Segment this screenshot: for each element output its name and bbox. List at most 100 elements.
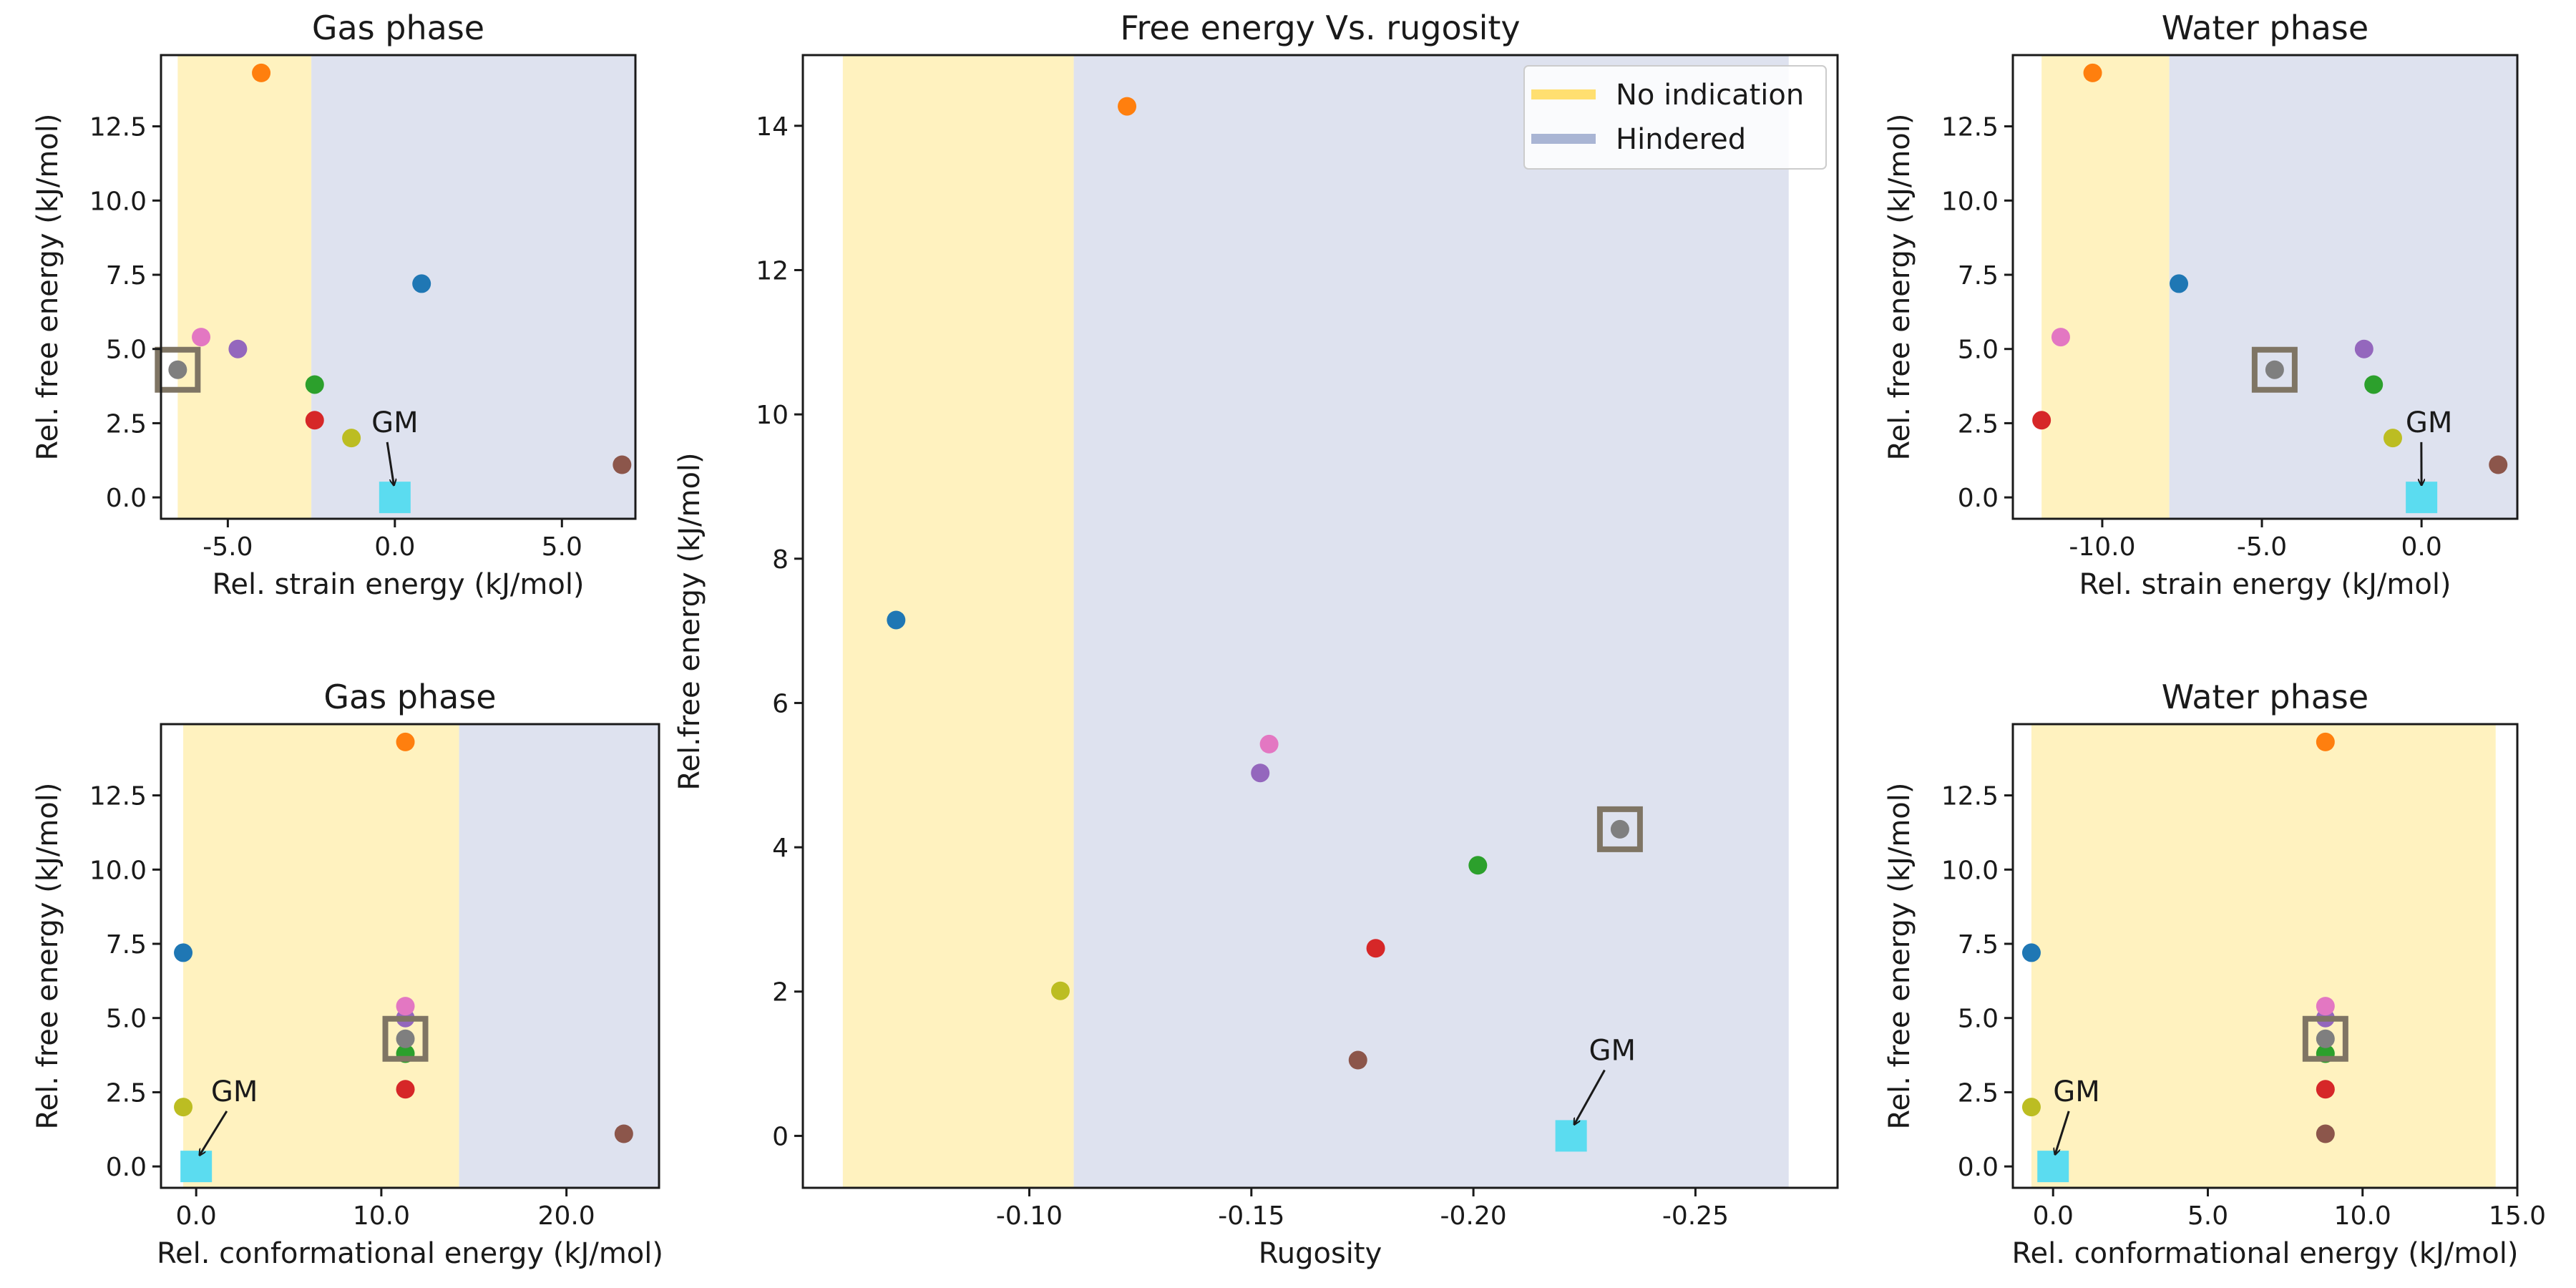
x-axis-label: Rel. conformational energy (kJ/mol): [157, 1237, 663, 1270]
region-hindered: [459, 724, 659, 1188]
y-tick-label: 5.0: [1958, 1005, 1999, 1034]
x-tick-label: -0.15: [1218, 1201, 1284, 1231]
x-tick-label: 10.0: [2334, 1201, 2391, 1231]
gm-arrow: [1575, 1069, 1606, 1124]
data-point: [2265, 360, 2284, 379]
data-point: [1050, 981, 1070, 1000]
y-tick-label: 10.0: [1941, 856, 1999, 885]
x-axis-label: Rugosity: [1259, 1237, 1382, 1270]
data-point: [2021, 943, 2041, 962]
legend: No indication Hindered: [1523, 65, 1827, 170]
data-point: [2316, 1124, 2335, 1143]
data-point: [1251, 763, 1270, 783]
x-tick-label: -0.10: [996, 1201, 1063, 1231]
y-axis-label: Rel.free energy (kJ/mol): [673, 452, 706, 790]
y-tick-label: 2.5: [106, 1078, 147, 1108]
x-tick-label: 0.0: [2401, 532, 2442, 562]
data-point: [2316, 997, 2335, 1016]
y-tick-label: 12.5: [1941, 782, 1999, 811]
y-tick-label: 5.0: [106, 1005, 147, 1034]
chart-title: Gas phase: [323, 678, 496, 716]
highlight-box: [382, 1015, 429, 1062]
data-point: [305, 411, 324, 430]
highlight-box: [2251, 346, 2298, 393]
data-point: [1366, 939, 1385, 958]
x-tick-label: -0.20: [1440, 1201, 1507, 1231]
gm-label: GM: [2406, 406, 2453, 439]
panel-gas-conformational: GM 0.0 10.0 20.0 0.0 2.5 5.0 7.5 10.0 12.5 Gas pha…: [31, 678, 663, 1270]
panel-rugosity: GM -0.10 -0.15 -0.20 -0.25 0 2 4 6 8 10 12 14 Free en…: [673, 9, 1839, 1270]
gm-marker: [2406, 482, 2438, 514]
data-point: [228, 339, 248, 358]
y-tick-label: 6: [772, 689, 789, 718]
y-tick-label: 7.5: [1958, 261, 1999, 291]
data-point: [2051, 328, 2070, 347]
gm-marker: [2037, 1151, 2069, 1183]
y-tick-label: 7.5: [1958, 930, 1999, 960]
y-tick-label: 12.5: [89, 782, 147, 811]
y-tick-label: 10: [756, 401, 789, 430]
region-hindered: [2169, 55, 2517, 519]
x-tick-label: 0.0: [176, 1201, 217, 1231]
data-point: [2489, 455, 2508, 474]
x-tick-label: -5.0: [203, 532, 253, 562]
highlight-box: [1596, 806, 1643, 852]
x-axis-label: Rel. strain energy (kJ/mol): [2079, 568, 2451, 601]
y-axis-label: Rel. free energy (kJ/mol): [31, 782, 64, 1129]
data-point: [168, 360, 187, 379]
legend-label: No indication: [1616, 79, 1804, 112]
region-no-indication: [2041, 55, 2170, 519]
panel-water-strain: GM -10.0 -5.0 0.0 0.0 2.5 5.0 7.5 10.0 12.5 Water …: [1883, 9, 2519, 601]
data-point: [2383, 429, 2402, 448]
data-point: [614, 1124, 633, 1143]
chart-title: Gas phase: [312, 9, 484, 47]
x-tick-label: 10.0: [353, 1201, 410, 1231]
legend-box: [1523, 65, 1827, 170]
y-tick-label: 7.5: [106, 930, 147, 960]
x-axis-label: Rel. conformational energy (kJ/mol): [2012, 1237, 2519, 1270]
chart-title: Free energy Vs. rugosity: [1120, 9, 1520, 47]
x-tick-label: 15.0: [2489, 1201, 2546, 1231]
axes-frame: [801, 54, 1839, 1189]
y-tick-label: 0: [772, 1122, 789, 1151]
highlight-box: [155, 346, 201, 393]
data-point: [2021, 1098, 2041, 1117]
x-tick-label: 0.0: [374, 532, 415, 562]
gm-arrow: [200, 1111, 228, 1155]
gm-marker: [379, 482, 411, 514]
gm-marker: [1555, 1120, 1587, 1152]
y-tick-label: 2.5: [1958, 409, 1999, 439]
data-point: [613, 455, 632, 474]
y-tick-label: 0.0: [1958, 484, 1999, 513]
highlight-box: [2302, 1015, 2348, 1062]
data-point: [412, 274, 431, 293]
data-point: [1118, 97, 1137, 116]
region-hindered: [311, 55, 635, 519]
data-point: [252, 63, 271, 82]
axes-frame: [160, 723, 660, 1189]
x-tick-label: -10.0: [2069, 532, 2135, 562]
data-point: [305, 375, 324, 394]
gm-label: GM: [2053, 1075, 2100, 1108]
panel-water-conformational: GM 0.0 5.0 10.0 15.0 0.0 2.5 5.0 7.5 10.0 12.5 Wate…: [1883, 678, 2546, 1270]
y-tick-label: 14: [756, 112, 789, 142]
data-point: [887, 610, 906, 630]
y-tick-label: 5.0: [1958, 336, 1999, 365]
y-tick-label: 2.5: [1958, 1078, 1999, 1108]
region-no-indication: [177, 55, 312, 519]
chart-title: Water phase: [2162, 9, 2368, 47]
x-tick-label: -0.25: [1662, 1201, 1729, 1231]
data-point: [1610, 819, 1629, 839]
axes-frame: [2011, 54, 2519, 520]
x-axis-label: Rel. strain energy (kJ/mol): [212, 568, 584, 601]
y-tick-label: 0.0: [1958, 1153, 1999, 1182]
region-no-indication: [2031, 724, 2496, 1188]
gm-label: GM: [371, 406, 419, 439]
data-point: [396, 997, 415, 1016]
region-hindered: [1073, 55, 1789, 1188]
data-point: [342, 429, 361, 448]
x-tick-label: 5.0: [542, 532, 582, 562]
y-tick-label: 4: [772, 834, 789, 863]
y-tick-label: 5.0: [106, 336, 147, 365]
